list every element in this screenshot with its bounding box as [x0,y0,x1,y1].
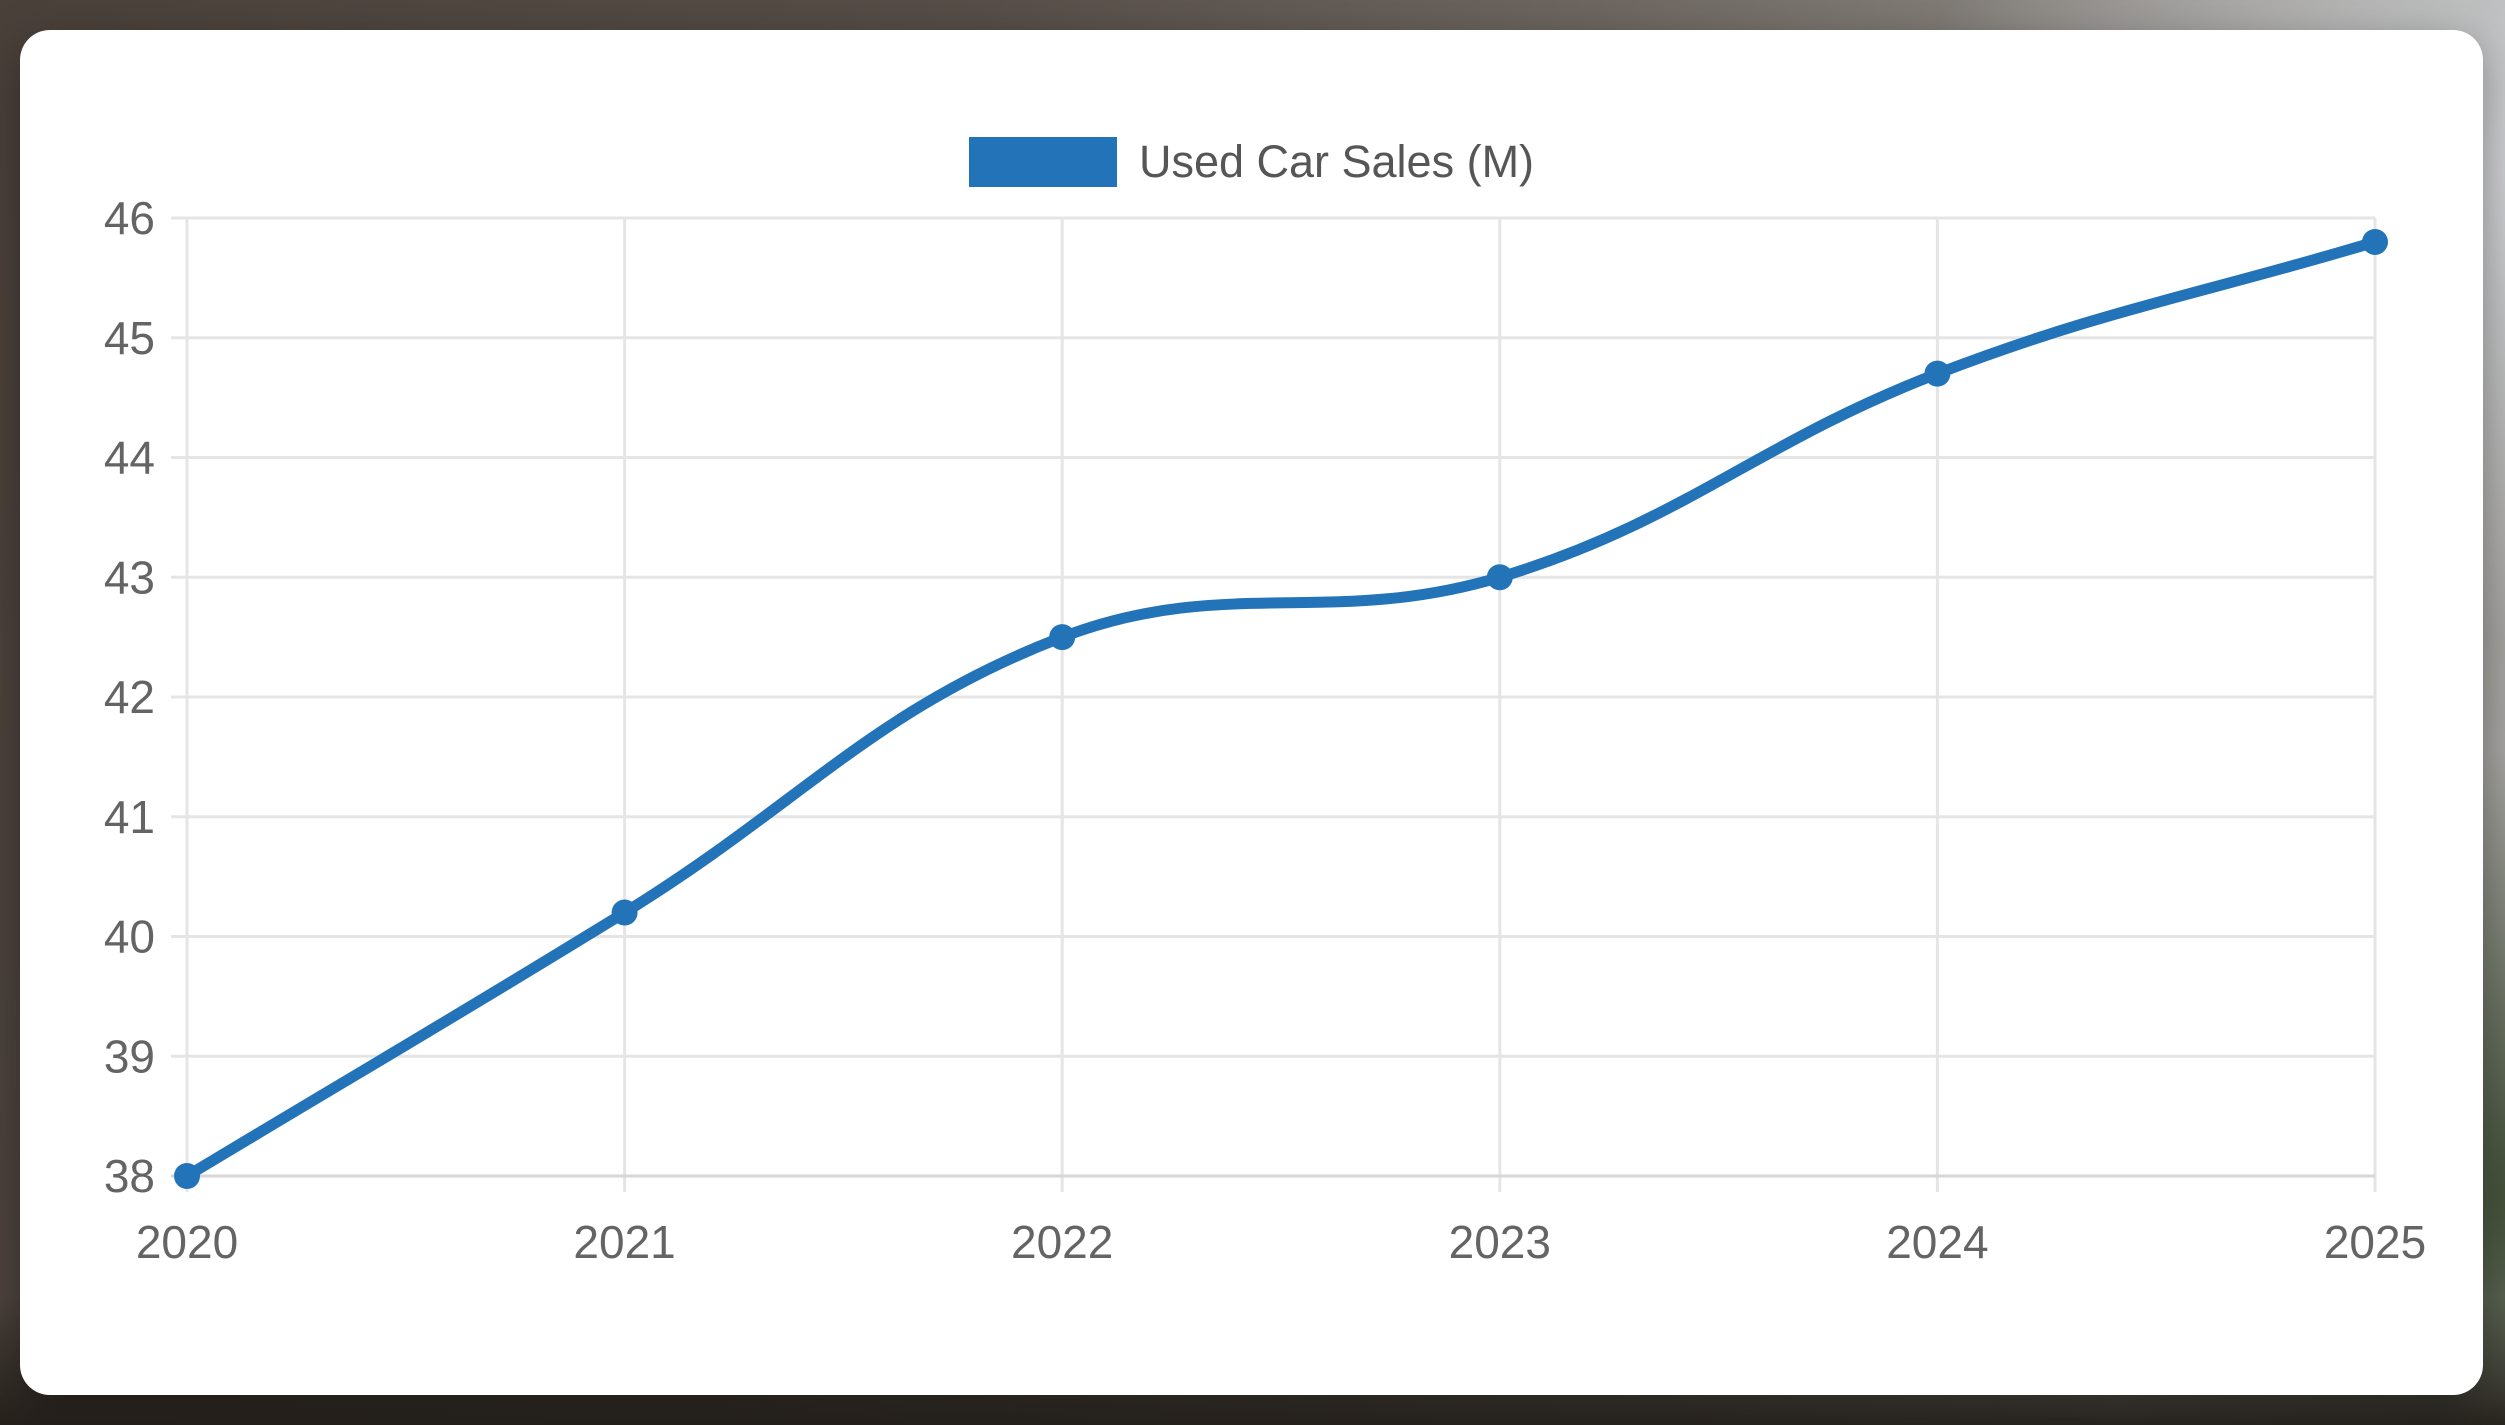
svg-text:2025: 2025 [2324,1216,2426,1268]
svg-text:39: 39 [104,1030,155,1082]
svg-text:45: 45 [104,312,155,364]
svg-text:2020: 2020 [136,1216,238,1268]
svg-text:2024: 2024 [1886,1216,1988,1268]
legend-label: Used Car Sales (M) [1138,136,1535,187]
svg-text:2022: 2022 [1011,1216,1113,1268]
svg-text:41: 41 [104,791,155,843]
svg-text:38: 38 [104,1150,155,1202]
svg-text:42: 42 [104,671,155,723]
svg-text:2023: 2023 [1449,1216,1551,1268]
svg-text:46: 46 [104,192,155,244]
svg-text:44: 44 [104,432,155,484]
svg-text:43: 43 [104,551,155,603]
used-car-sales-line-chart[interactable]: 2020 2021 2022 2023 2024 2025 46 45 44 43 42 41 40 39… [20,30,2483,1395]
chart-legend[interactable]: Used Car Sales (M) [20,137,2483,187]
chart-card: Used Car Sales (M) 2020 2021 2022 2023 2024 2… [20,30,2483,1395]
legend-swatch [968,137,1117,187]
svg-text:40: 40 [104,911,155,963]
svg-text:2021: 2021 [573,1216,675,1268]
